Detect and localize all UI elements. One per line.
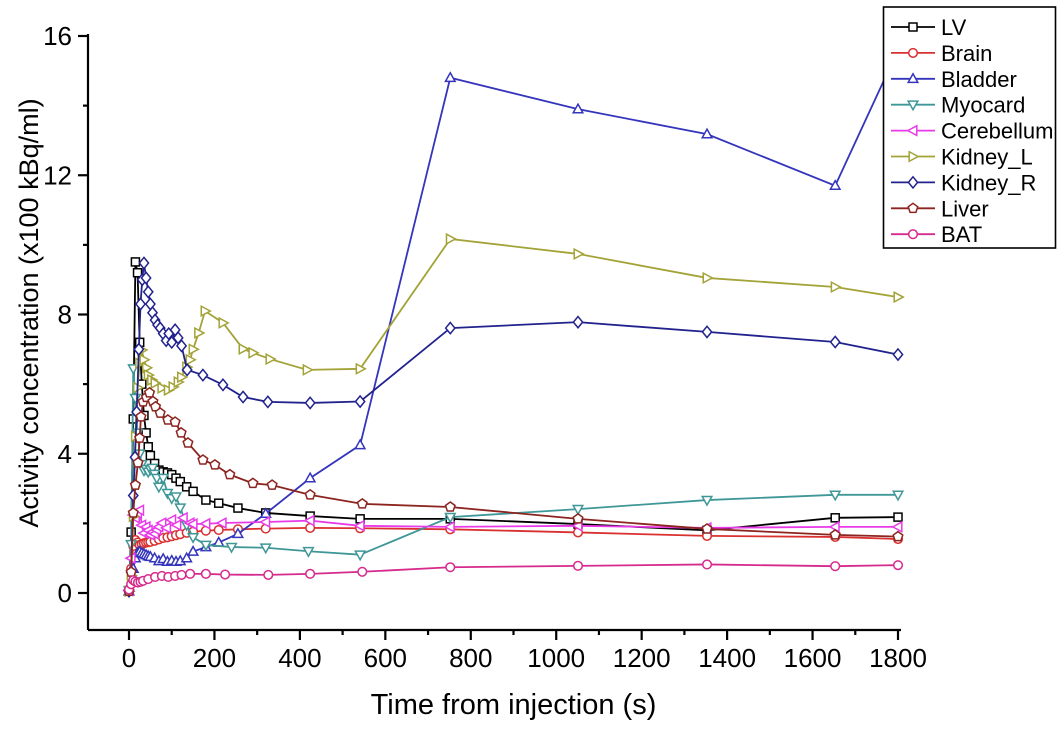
series-Liver <box>123 386 904 597</box>
legend-item-BAT: BAT <box>891 222 982 247</box>
legend-label: Kidney_R <box>941 170 1036 195</box>
x-tick-label: 600 <box>364 643 407 673</box>
legend-item-Myocard: Myocard <box>891 93 1025 118</box>
legend-item-Bladder: Bladder <box>891 67 1017 92</box>
y-tick-label: 0 <box>58 578 72 608</box>
series-line-Kidney_R <box>128 262 899 592</box>
x-tick-label: 400 <box>278 643 321 673</box>
x-axis-title: Time from injection (s) <box>371 689 657 721</box>
series-line-Brain <box>128 527 899 591</box>
x-tick-label: 1000 <box>527 643 585 673</box>
series-Cerebellum <box>122 504 903 597</box>
y-axis-title: Activity concentration (x100 kBq/ml) <box>14 98 44 527</box>
series-line-Kidney_L <box>128 238 899 592</box>
series-line-BAT <box>128 563 899 590</box>
legend-label: Brain <box>941 41 992 66</box>
x-tick-label: 0 <box>122 643 136 673</box>
y-tick-label: 8 <box>58 300 72 330</box>
axes <box>78 34 901 640</box>
legend-label: LV <box>941 15 967 40</box>
legend-item-Kidney_L: Kidney_L <box>891 145 1033 170</box>
y-tick-label: 16 <box>43 21 72 51</box>
legend-label: Cerebellum <box>941 119 1054 144</box>
axis-tick-labels: 0 200 400 600 800 1000 1200 1400 1600 1800 0 4 8 12 16 <box>43 21 927 673</box>
series-line-Liver <box>128 390 899 592</box>
legend-label: Bladder <box>941 67 1017 92</box>
series-Bladder <box>122 43 905 596</box>
legend-item-Kidney_R: Kidney_R <box>891 170 1036 195</box>
x-tick-label: 1800 <box>869 643 927 673</box>
legend-label: BAT <box>941 222 982 247</box>
legend-item-Liver: Liver <box>891 196 989 221</box>
x-tick-label: 800 <box>449 643 492 673</box>
series-BAT <box>123 559 904 595</box>
x-tick-label: 1200 <box>613 643 671 673</box>
series-Kidney_R <box>123 256 904 599</box>
y-tick-label: 12 <box>43 160 72 190</box>
series-Kidney_L <box>124 232 905 598</box>
legend-label: Kidney_L <box>941 145 1033 170</box>
series-LV <box>124 257 903 596</box>
legend-item-Cerebellum: Cerebellum <box>891 119 1054 144</box>
y-tick-label: 4 <box>58 439 72 469</box>
x-tick-label: 1400 <box>698 643 756 673</box>
legend-item-LV: LV <box>891 15 967 40</box>
x-tick-label: 200 <box>193 643 236 673</box>
legend-label: Liver <box>941 196 989 221</box>
legend-label: Myocard <box>941 93 1025 118</box>
x-tick-label: 1600 <box>784 643 842 673</box>
series-line-LV <box>128 261 899 591</box>
legend-item-Brain: Brain <box>891 41 992 66</box>
legend: LVBrainBladderMyocardCerebellumKidney_LK… <box>882 6 1057 249</box>
